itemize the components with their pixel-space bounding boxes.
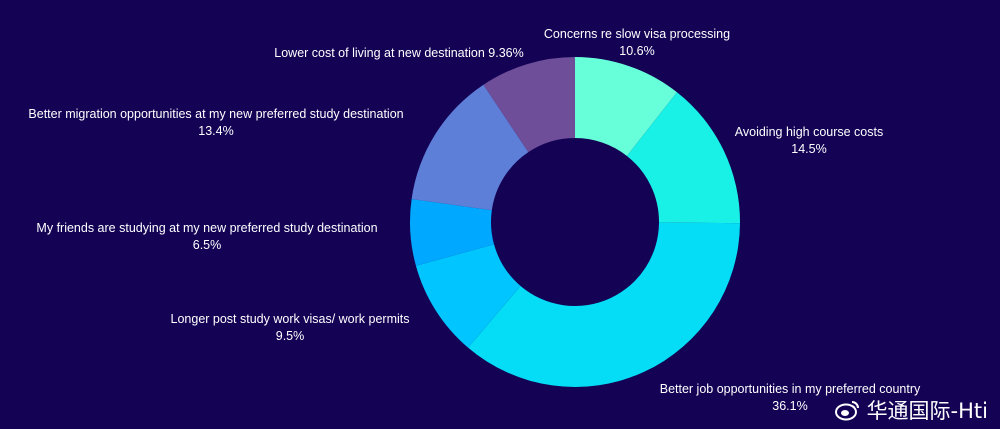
donut-slice-3 xyxy=(415,244,521,348)
slice-label-migration-opportunities: Better migration opportunities at my new… xyxy=(28,107,404,138)
donut-slice-1 xyxy=(626,92,740,224)
donut-slice-5 xyxy=(411,84,529,211)
donut-slice-4 xyxy=(410,198,495,266)
slice-label-concerns-visa: Concerns re slow visa processing 10.6% xyxy=(543,27,731,58)
slice-label-job-opportunities: Better job opportunities in my preferred… xyxy=(659,382,921,413)
slice-label-post-study-visas: Longer post study work visas/ work permi… xyxy=(170,312,410,343)
weibo-icon xyxy=(834,401,859,421)
donut-slice-0 xyxy=(575,57,677,156)
donut-slice-6 xyxy=(483,57,575,153)
watermark: 华通国际-Hti xyxy=(834,395,988,425)
slice-label-lower-cost-living: Lower cost of living at new destination … xyxy=(274,46,524,60)
donut-slice-2 xyxy=(468,222,740,387)
slice-label-course-costs: Avoiding high course costs 14.5% xyxy=(734,125,884,156)
slice-label-friends-studying: My friends are studying at my new prefer… xyxy=(36,221,378,252)
watermark-text: 华通国际-Hti xyxy=(866,399,988,423)
